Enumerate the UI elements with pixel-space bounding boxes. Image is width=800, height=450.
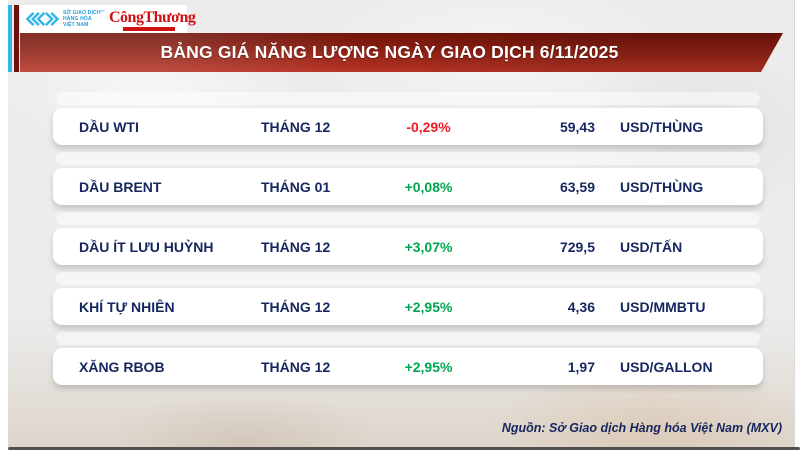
contract-month: THÁNG 12	[261, 298, 331, 315]
percent-change: -0,29%	[406, 118, 451, 135]
percent-change: +3,07%	[404, 238, 453, 255]
ghost-row-reflection	[56, 332, 760, 345]
accent-stripe-maroon	[14, 5, 19, 72]
trademark-mark: ™	[100, 9, 105, 14]
ghost-row-reflection	[56, 212, 760, 225]
source-credit: Nguồn: Sở Giao dịch Hàng hóa Việt Nam (M…	[501, 421, 782, 435]
contract-month: THÁNG 01	[261, 178, 331, 195]
ghost-row-reflection	[56, 92, 760, 105]
percent-change: +2,95%	[404, 358, 453, 375]
mxv-line3: VIỆT NAM	[63, 22, 89, 28]
congthuong-logo: CôngThương	[108, 9, 196, 26]
contract-month: THÁNG 12	[261, 118, 331, 135]
commodity-name: XĂNG RBOB	[79, 358, 165, 375]
bottom-border-line	[8, 447, 800, 450]
price-value: 59,43	[559, 118, 595, 135]
ghost-row-reflection	[56, 152, 760, 165]
price-value: 729,5	[559, 238, 595, 255]
accent-stripe-cyan	[8, 5, 12, 72]
logo-bar: SỞ GIAO DỊCH™ HÀNG HÓA VIỆT NAM CôngThươ…	[20, 5, 196, 33]
page-title: BẢNG GIÁ NĂNG LƯỢNG NGÀY GIAO DỊCH 6/11/…	[160, 42, 619, 62]
price-value: 1,97	[567, 358, 595, 375]
price-unit: USD/MMBTU	[620, 298, 706, 315]
title-banner: BẢNG GIÁ NĂNG LƯỢNG NGÀY GIAO DỊCH 6/11/…	[20, 33, 783, 72]
mxv-logo-icon	[25, 11, 59, 27]
table-row: DẦU ÍT LƯU HUỲNH THÁNG 12 +3,07% 729,5 U…	[53, 228, 763, 265]
table-row: DẦU BRENT THÁNG 01 +0,08% 63,59 USD/THÙN…	[53, 168, 763, 205]
mxv-line1: SỞ GIAO DỊCH	[63, 10, 101, 16]
price-unit: USD/THÙNG	[620, 178, 704, 195]
table-row: KHÍ TỰ NHIÊN THÁNG 12 +2,95% 4,36 USD/MM…	[53, 288, 763, 325]
price-value: 4,36	[567, 298, 595, 315]
price-unit: USD/GALLON	[620, 358, 713, 375]
price-unit: USD/THÙNG	[620, 118, 704, 135]
contract-month: THÁNG 12	[261, 238, 331, 255]
ghost-row-reflection	[56, 272, 760, 285]
table-row: XĂNG RBOB THÁNG 12 +2,95% 1,97 USD/GALLO…	[53, 348, 763, 385]
commodity-name: DẦU BRENT	[79, 178, 162, 195]
commodity-name: DẦU WTI	[79, 118, 139, 135]
mxv-logo-text: SỞ GIAO DỊCH™ HÀNG HÓA VIỆT NAM	[63, 9, 105, 28]
percent-change: +2,95%	[404, 298, 453, 315]
commodity-name: KHÍ TỰ NHIÊN	[79, 298, 175, 315]
congthuong-tagline-bar	[123, 27, 175, 31]
percent-change: +0,08%	[404, 178, 453, 195]
commodity-name: DẦU ÍT LƯU HUỲNH	[79, 238, 214, 255]
contract-month: THÁNG 12	[261, 358, 331, 375]
price-value: 63,59	[559, 178, 595, 195]
price-table: DẦU WTI THÁNG 12 -0,29% 59,43 USD/THÙNG …	[8, 0, 794, 447]
mxv-line2: HÀNG HÓA	[63, 16, 92, 22]
price-unit: USD/TẤN	[620, 238, 683, 255]
table-row: DẦU WTI THÁNG 12 -0,29% 59,43 USD/THÙNG	[53, 108, 763, 145]
